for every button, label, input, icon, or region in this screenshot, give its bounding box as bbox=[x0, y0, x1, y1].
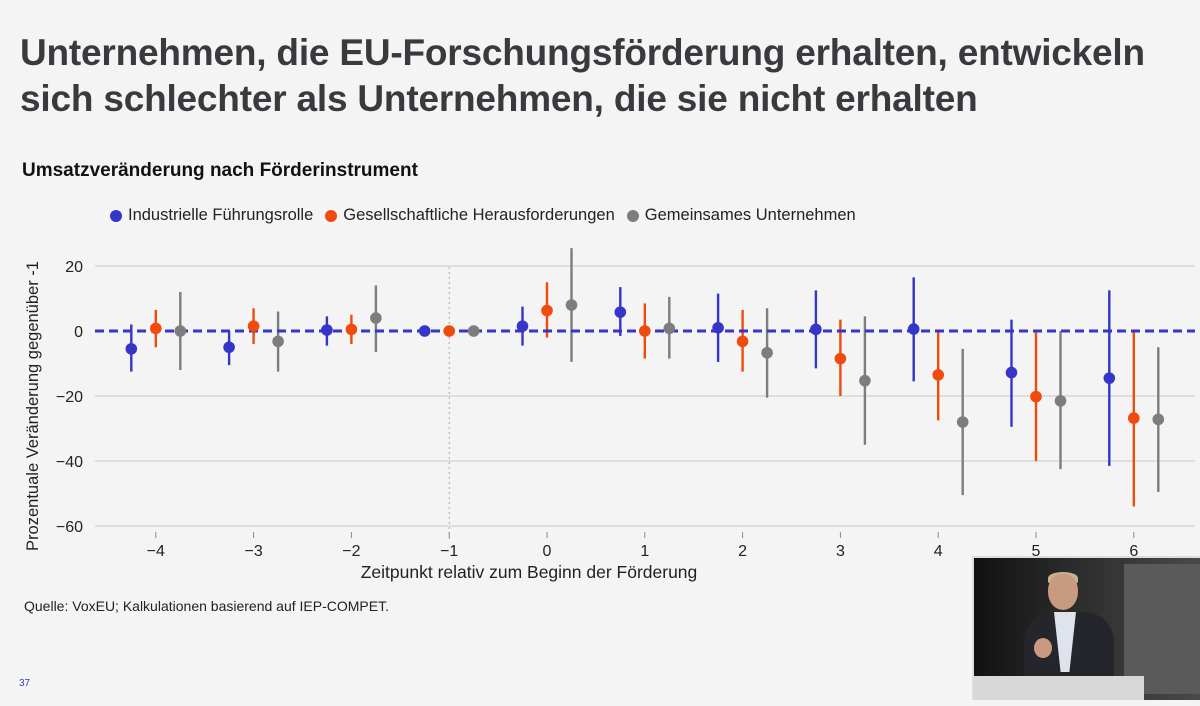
legend-item-industrielle: Industrielle Führungsrolle bbox=[110, 206, 313, 225]
point-industrielle bbox=[1103, 372, 1116, 384]
point-gesellschaftliche bbox=[639, 325, 651, 337]
point-gesellschaftliche bbox=[541, 304, 553, 317]
point-gesellschaftliche bbox=[443, 325, 456, 337]
x-tick-label: 5 bbox=[1032, 543, 1041, 560]
point-gesellschaftliche bbox=[932, 369, 944, 381]
point-industrielle bbox=[223, 341, 235, 354]
point-gemeinsames bbox=[663, 322, 676, 335]
chart-plot: 20 0 −20 −40 −60 −4 −3 −2 −1 0 1 2 3 4 5 6 Zeitpunkt rel… bbox=[24, 248, 1195, 582]
speaker-video bbox=[972, 556, 1200, 700]
point-gemeinsames bbox=[174, 325, 187, 337]
point-gesellschaftliche bbox=[1128, 412, 1140, 424]
point-gemeinsames bbox=[1054, 395, 1067, 407]
point-gesellschaftliche bbox=[345, 323, 358, 336]
y-tick-label: 0 bbox=[74, 324, 83, 341]
x-tick-label: 4 bbox=[934, 543, 943, 560]
x-tick-label: −1 bbox=[440, 543, 458, 560]
point-industrielle bbox=[1005, 366, 1018, 379]
x-tick-label: −3 bbox=[244, 543, 262, 560]
chart-legend: Industrielle Führungsrolle Gesellschaftl… bbox=[110, 206, 868, 225]
point-industrielle bbox=[125, 343, 138, 355]
x-tick-label: 0 bbox=[543, 543, 552, 560]
y-axis-label: Prozentuale Veränderung gegenüber -1 bbox=[24, 261, 42, 551]
point-gemeinsames bbox=[565, 299, 578, 311]
point-gesellschaftliche bbox=[247, 320, 260, 332]
point-gesellschaftliche bbox=[736, 335, 749, 348]
point-gemeinsames bbox=[467, 325, 480, 337]
page-number: 37 bbox=[19, 678, 31, 689]
point-industrielle bbox=[907, 323, 920, 335]
x-tick-label: 3 bbox=[836, 543, 845, 560]
legend-marker-gemeinsames bbox=[626, 209, 639, 222]
x-tick-label: 6 bbox=[1129, 543, 1138, 560]
legend-label-gesellschaftliche: Gesellschaftliche Herausforderungen bbox=[343, 206, 615, 224]
y-tick-label: −40 bbox=[56, 454, 83, 471]
legend-label-gemeinsames: Gemeinsames Unternehmen bbox=[644, 206, 856, 224]
x-tick-label: 1 bbox=[640, 543, 649, 560]
y-tick-label: 20 bbox=[65, 259, 83, 276]
point-industrielle bbox=[418, 325, 431, 337]
point-industrielle bbox=[810, 323, 822, 336]
point-gemeinsames bbox=[1152, 413, 1165, 426]
legend-item-gesellschaftliche: Gesellschaftliche Herausforderungen bbox=[325, 206, 615, 225]
point-industrielle bbox=[516, 320, 529, 332]
legend-marker-industrielle bbox=[110, 209, 122, 222]
point-gesellschaftliche bbox=[834, 352, 847, 365]
point-gemeinsames bbox=[956, 416, 969, 428]
point-gemeinsames bbox=[370, 312, 382, 324]
speaker-head bbox=[1048, 574, 1078, 610]
x-axis-label: Zeitpunkt relativ zum Beginn der Förderu… bbox=[361, 562, 698, 582]
point-gesellschaftliche bbox=[150, 322, 162, 335]
lectern bbox=[974, 676, 1144, 700]
x-tick-label: −4 bbox=[147, 543, 165, 560]
y-tick-label: −20 bbox=[56, 389, 83, 406]
x-tick-label: 2 bbox=[738, 543, 747, 560]
legend-item-gemeinsames: Gemeinsames Unternehmen bbox=[626, 206, 856, 225]
point-industrielle bbox=[321, 324, 333, 336]
point-gemeinsames bbox=[272, 335, 284, 348]
chart-title: Umsatzveränderung nach Förderinstrument bbox=[22, 160, 418, 181]
point-industrielle bbox=[614, 306, 627, 318]
point-gemeinsames bbox=[859, 374, 871, 387]
x-tick-label: −2 bbox=[342, 543, 360, 560]
slide-title: Unternehmen, die EU-Forschungsförderung … bbox=[20, 32, 1145, 119]
point-gesellschaftliche bbox=[1030, 390, 1042, 403]
legend-label-industrielle: Industrielle Führungsrolle bbox=[128, 206, 314, 224]
source-note: Quelle: VoxEU; Kalkulationen basierend a… bbox=[24, 598, 389, 614]
y-tick-label: −60 bbox=[56, 519, 83, 536]
point-gemeinsames bbox=[761, 346, 773, 359]
legend-marker-gesellschaftliche bbox=[325, 209, 338, 222]
point-industrielle bbox=[712, 321, 724, 334]
